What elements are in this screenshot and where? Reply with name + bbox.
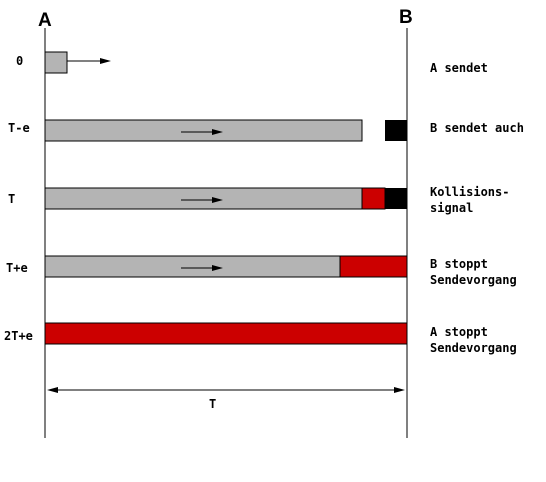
station-a-label: A [38,10,52,31]
row-desc-3a: B stoppt [430,257,488,271]
frame-a-collision [44,187,363,210]
span-label: T [209,397,216,411]
arrowhead-3 [212,265,223,271]
frame-b-collision [385,188,407,209]
frame-a-jam-reach [44,255,341,278]
row-desc-2b: signal [430,201,473,215]
time-label-1: T-e [8,121,30,135]
row-desc-4a: A stoppt [430,325,488,339]
row-desc-2a: Kollisions- [430,185,509,199]
time-label-0: 0 [16,54,23,68]
frame-a-start [44,51,68,74]
time-label-3: T+e [6,261,28,275]
jam-signal-b [339,255,408,278]
row-desc-4b: Sendevorgang [430,341,517,355]
arrowhead-2 [212,197,223,203]
span-arrowhead-left [47,387,58,393]
collision-zone [361,187,386,210]
row-desc-3b: Sendevorgang [430,273,517,287]
frame-a-progress [44,119,363,142]
row-desc-0: A sendet [430,61,488,75]
time-label-2: T [8,192,15,206]
span-arrowhead-right [394,387,405,393]
row-desc-1: B sendet auch [430,121,524,135]
jam-signal-full [44,322,408,345]
time-label-4: 2T+e [4,329,33,343]
frame-b-start [385,120,407,141]
station-b-label: B [399,7,413,28]
arrowhead-1 [212,129,223,135]
arrowhead-0 [100,58,111,64]
